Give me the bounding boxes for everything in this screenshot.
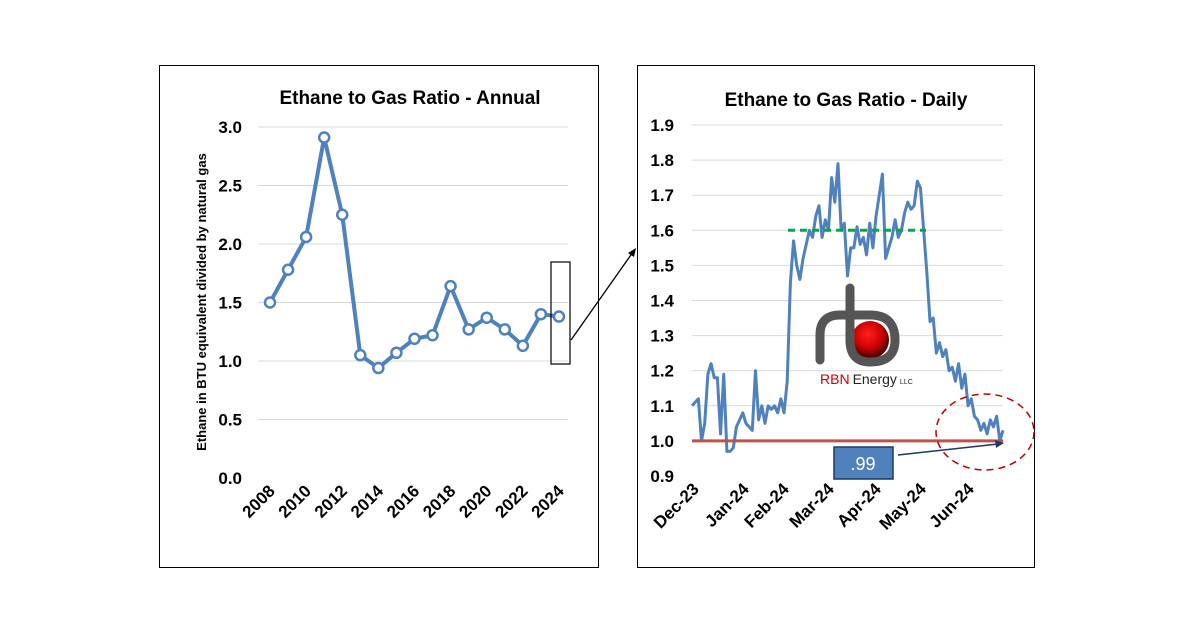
y-tick-label: 1.6 bbox=[650, 221, 674, 240]
data-point bbox=[317, 131, 331, 144]
data-point bbox=[552, 310, 566, 323]
y-tick-label: 1.9 bbox=[650, 116, 674, 135]
data-point bbox=[498, 323, 512, 336]
daily-series-line bbox=[690, 162, 1005, 453]
value-callout bbox=[833, 446, 894, 480]
data-point bbox=[390, 346, 403, 360]
x-tick-label: 2016 bbox=[383, 481, 423, 521]
data-point bbox=[462, 323, 475, 336]
annual-y-label: Ethane in BTU equivalent divided by natu… bbox=[194, 153, 209, 451]
x-tick-label: Feb-24 bbox=[741, 479, 794, 532]
arrow-head bbox=[628, 248, 636, 257]
daily-title: Ethane to Gas Ratio - Daily bbox=[725, 90, 968, 111]
data-point bbox=[408, 332, 421, 346]
callout-arrow bbox=[897, 443, 999, 456]
x-tick-label: 2022 bbox=[491, 481, 531, 521]
y-tick-label: 2.5 bbox=[218, 177, 242, 196]
x-tick-label: May-24 bbox=[876, 479, 931, 534]
x-tick-label: Mar-24 bbox=[786, 479, 839, 532]
y-tick-label: 1.3 bbox=[650, 327, 674, 346]
connector-arrow bbox=[570, 251, 634, 341]
rbn-logo: RBN Energy LLC bbox=[815, 283, 913, 387]
annual-title: Ethane to Gas Ratio - Annual bbox=[279, 88, 540, 109]
x-tick-label: 2014 bbox=[347, 481, 388, 522]
y-tick-label: 1.5 bbox=[650, 256, 674, 275]
y-tick-label: 1.1 bbox=[650, 397, 674, 416]
y-tick-label: 1.0 bbox=[218, 352, 242, 371]
data-point bbox=[263, 296, 277, 309]
y-tick-label: 1.7 bbox=[650, 186, 674, 205]
y-tick-label: 1.8 bbox=[650, 151, 674, 170]
highlight-circle bbox=[935, 393, 1035, 471]
y-tick-label: 1.4 bbox=[650, 292, 674, 311]
x-tick-label: 2010 bbox=[275, 481, 315, 521]
data-point bbox=[335, 208, 349, 221]
x-tick-label: 2024 bbox=[528, 481, 569, 522]
data-point bbox=[426, 329, 439, 342]
highlight-box bbox=[550, 261, 571, 365]
y-tick-label: 1.0 bbox=[650, 432, 674, 451]
y-tick-label: 2.0 bbox=[218, 235, 242, 254]
annual-chart-frame bbox=[159, 65, 599, 568]
y-tick-label: 0.9 bbox=[650, 467, 674, 486]
x-tick-label: Dec-23 bbox=[650, 479, 703, 532]
x-tick-label: 2012 bbox=[311, 481, 351, 521]
data-point bbox=[480, 311, 493, 324]
x-tick-label: Jun-24 bbox=[926, 479, 979, 532]
callout-arrow-head bbox=[995, 440, 1004, 448]
data-point bbox=[281, 263, 295, 276]
daily-chart-frame bbox=[637, 65, 1035, 568]
data-point bbox=[444, 279, 457, 293]
y-tick-label: 1.5 bbox=[218, 294, 242, 313]
data-point bbox=[534, 307, 548, 321]
x-tick-label: 2018 bbox=[419, 481, 459, 521]
y-tick-label: 0.5 bbox=[218, 411, 242, 430]
x-tick-label: 2008 bbox=[239, 481, 279, 521]
data-point bbox=[354, 348, 367, 362]
data-point bbox=[516, 339, 530, 353]
y-tick-label: 0.0 bbox=[218, 469, 242, 488]
y-tick-label: 3.0 bbox=[218, 118, 242, 137]
y-tick-label: 1.2 bbox=[650, 362, 674, 381]
data-point bbox=[299, 230, 313, 244]
x-tick-label: 2020 bbox=[455, 481, 495, 521]
callout-text: .99 bbox=[850, 454, 875, 474]
data-point bbox=[372, 361, 385, 375]
